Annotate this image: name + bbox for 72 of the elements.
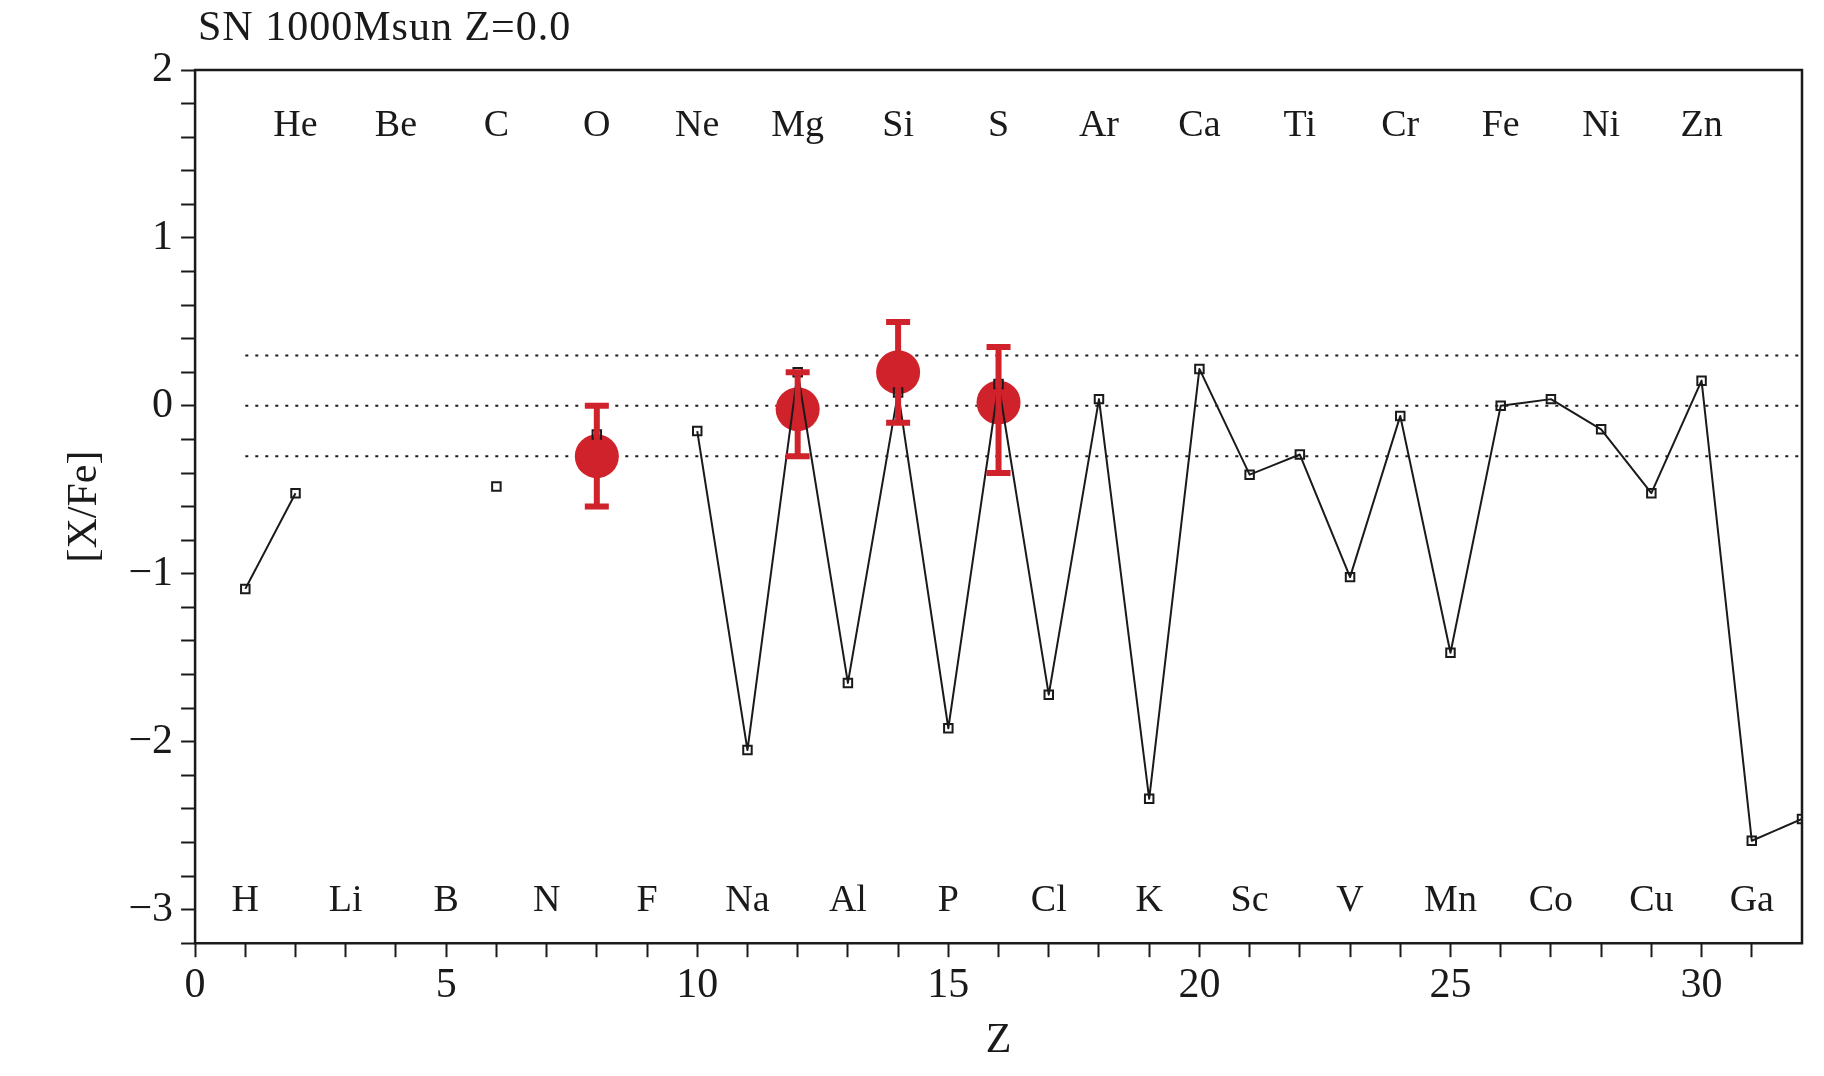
x-tick-label: 30 <box>1680 960 1723 1007</box>
annotation: He <box>273 101 318 144</box>
y-tick-label: −3 <box>128 883 174 930</box>
point <box>1344 571 1356 583</box>
point <box>1595 424 1607 435</box>
point <box>1696 375 1707 386</box>
annotation: N <box>532 877 561 920</box>
y-tick-label: 0 <box>152 379 174 426</box>
point <box>943 723 954 734</box>
point <box>1746 835 1758 847</box>
annotation: Al <box>828 877 867 920</box>
annotation: Ar <box>1078 101 1120 144</box>
annotation: O <box>583 101 611 144</box>
annotation: Na <box>725 877 770 920</box>
point <box>290 487 301 499</box>
chart-title: SN 1000Msun Z=0.0 <box>198 2 572 50</box>
annotation: Cu <box>1629 877 1674 920</box>
point <box>1294 449 1306 460</box>
annotation: Sc <box>1230 877 1269 920</box>
x-tick-label: 10 <box>676 960 719 1007</box>
annotation: Cr <box>1381 101 1420 144</box>
annotation: V <box>1336 877 1365 920</box>
point <box>692 425 703 437</box>
annotation: H <box>231 877 260 920</box>
point <box>1043 689 1054 700</box>
annotation: Si <box>882 101 914 144</box>
annotation: Fe <box>1481 101 1520 144</box>
annotation: Cl <box>1030 877 1067 920</box>
annotation: Ni <box>1582 101 1621 144</box>
point <box>993 378 1004 390</box>
annotation: C <box>483 101 510 144</box>
annotation: S <box>987 101 1010 144</box>
annotation: Li <box>328 877 363 920</box>
annotation: Be <box>374 101 418 144</box>
point <box>1545 393 1557 405</box>
annotation: Ga <box>1729 877 1775 920</box>
x-tick-label: 25 <box>1429 960 1472 1007</box>
annotation: K <box>1135 877 1164 920</box>
point <box>1093 393 1105 405</box>
x-tick-label: 20 <box>1178 960 1221 1007</box>
x-tick-label: 5 <box>435 960 457 1007</box>
annotation: Mn <box>1424 877 1477 920</box>
y-tick-label: −2 <box>128 715 174 762</box>
y-tick-label: 2 <box>152 44 174 91</box>
point <box>491 481 502 492</box>
point <box>1143 793 1155 805</box>
annotation: Ca <box>1178 101 1221 144</box>
annotation: Ti <box>1283 101 1317 144</box>
point <box>842 677 854 689</box>
y-tick-label: −1 <box>128 547 174 594</box>
x-axis-title: Z <box>985 1014 1012 1061</box>
point <box>1194 363 1205 375</box>
point <box>1445 647 1456 658</box>
x-tick-label: 0 <box>184 960 206 1007</box>
annotation: B <box>433 877 459 920</box>
annotation: F <box>636 877 658 920</box>
point <box>742 744 753 756</box>
point <box>591 429 603 440</box>
point <box>892 387 904 398</box>
annotation: Mg <box>771 101 825 144</box>
point <box>240 583 251 595</box>
y-axis-title: [X/Fe] <box>59 450 106 563</box>
point <box>1244 469 1255 480</box>
point <box>1646 487 1657 499</box>
annotation: Ne <box>675 101 720 144</box>
annotation: Co <box>1528 877 1574 920</box>
annotation: P <box>937 877 959 920</box>
annotation: Zn <box>1680 101 1723 144</box>
y-tick-label: 1 <box>152 211 174 258</box>
point <box>1395 410 1406 422</box>
point <box>1495 400 1506 412</box>
x-tick-label: 15 <box>927 960 970 1007</box>
